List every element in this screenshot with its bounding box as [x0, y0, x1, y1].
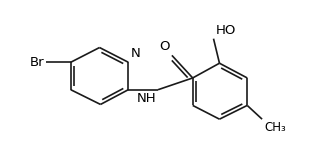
- Text: HO: HO: [216, 24, 236, 37]
- Text: CH₃: CH₃: [264, 121, 286, 134]
- Text: Br: Br: [29, 56, 44, 69]
- Text: O: O: [159, 40, 170, 53]
- Text: N: N: [131, 47, 141, 60]
- Text: NH: NH: [136, 92, 156, 105]
